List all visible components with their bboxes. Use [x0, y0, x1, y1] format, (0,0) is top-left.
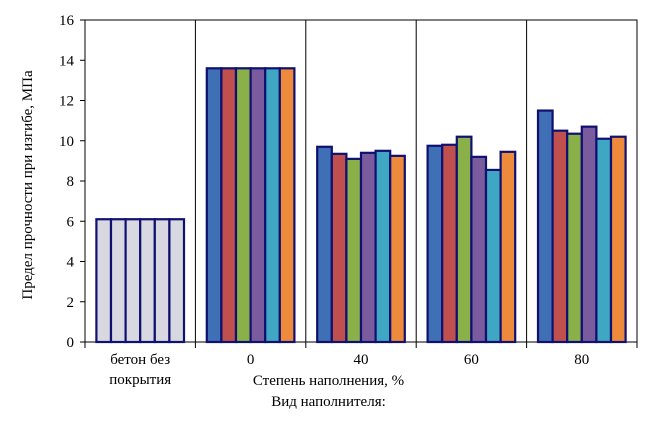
bar	[316, 145, 333, 344]
bar	[374, 149, 392, 344]
chart-footer-label: Вид наполнителя:	[271, 394, 386, 410]
y-tick-label: 10	[59, 134, 74, 150]
bar	[484, 168, 502, 344]
bar	[234, 67, 252, 344]
bar	[109, 218, 127, 344]
bar	[95, 218, 113, 344]
bar	[389, 154, 406, 344]
x-tick-label: покрытия	[109, 372, 171, 388]
x-axis-title: Степень наполнения, %	[252, 373, 405, 389]
y-tick-label: 0	[67, 335, 75, 351]
bar	[249, 67, 267, 344]
bar	[536, 109, 554, 344]
bar	[566, 132, 583, 344]
x-tick-label: 40	[354, 352, 369, 368]
bar	[499, 150, 517, 344]
x-tick-label: 0	[247, 352, 255, 368]
x-tick-label: 80	[574, 352, 589, 368]
x-tick-label: бетон без	[110, 352, 170, 368]
x-tick-label: 60	[464, 352, 479, 368]
y-tick-label: 12	[59, 94, 74, 110]
bar	[580, 125, 598, 344]
y-axis-title: Предел прочности при изгибе, МПа	[20, 70, 36, 300]
bar	[278, 67, 296, 344]
y-tick-label: 16	[59, 13, 75, 29]
bar	[264, 67, 281, 344]
bar	[470, 155, 488, 344]
y-tick-label: 14	[59, 53, 75, 69]
bar	[595, 137, 613, 344]
bar	[205, 67, 223, 344]
y-tick-label: 6	[67, 214, 75, 230]
bar	[426, 144, 444, 344]
bar	[124, 218, 142, 344]
bar	[345, 157, 363, 344]
bar	[153, 218, 171, 344]
bar	[139, 218, 156, 344]
bar	[441, 143, 458, 344]
y-tick-label: 4	[67, 255, 75, 271]
bar	[551, 129, 569, 344]
bar	[330, 152, 348, 344]
bar	[359, 151, 377, 344]
bar	[220, 67, 238, 344]
bar	[455, 135, 473, 344]
y-tick-label: 2	[67, 295, 75, 311]
y-tick-label: 8	[67, 174, 75, 190]
bar	[168, 218, 186, 344]
bar	[609, 135, 627, 344]
